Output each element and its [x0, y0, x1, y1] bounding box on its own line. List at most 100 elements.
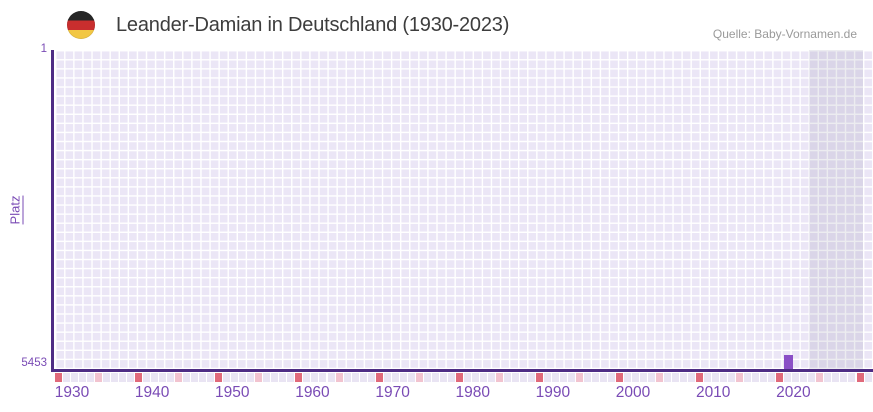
year-tick-cell — [295, 373, 303, 382]
year-tick-cell — [271, 373, 279, 382]
plot-area — [55, 50, 873, 370]
year-tick-cell — [808, 373, 816, 382]
year-tick-cell — [255, 373, 263, 382]
year-tick-cell — [439, 373, 447, 382]
year-tick-cell — [575, 373, 583, 382]
year-tick-cell — [359, 373, 367, 382]
year-tick-cell — [95, 373, 103, 382]
x-axis-label: 1960 — [295, 384, 330, 401]
x-axis-label: 1970 — [375, 384, 410, 401]
year-tick-cell — [680, 373, 688, 382]
year-tick-cell — [487, 373, 495, 382]
year-tick-cell — [583, 373, 591, 382]
year-tick-cell — [239, 373, 247, 382]
year-tick-cell — [431, 373, 439, 382]
year-tick-cell — [367, 373, 375, 382]
year-tick-cell — [279, 373, 287, 382]
year-tick-cell — [832, 373, 840, 382]
year-tick-cell — [744, 373, 752, 382]
chart-title: Leander-Damian in Deutschland (1930-2023… — [116, 14, 510, 36]
year-tick-cell — [800, 373, 808, 382]
year-tick-cell — [343, 373, 351, 382]
x-axis-label: 2000 — [615, 384, 651, 401]
year-tick-cell — [319, 373, 327, 382]
year-tick-cell — [183, 373, 191, 382]
year-tick-cell — [624, 373, 632, 382]
year-tick-cell — [760, 373, 768, 382]
year-tick-cell — [567, 373, 575, 382]
year-tick-cell — [287, 373, 295, 382]
year-tick-cell — [848, 373, 856, 382]
year-tick-cell — [559, 373, 567, 382]
x-axis-label: 1950 — [215, 384, 250, 401]
year-tick-cell — [712, 373, 720, 382]
year-tick-cell — [111, 373, 119, 382]
year-tick-cell — [752, 373, 760, 382]
year-tick-cell — [327, 373, 335, 382]
year-tick-cell — [303, 373, 311, 382]
y-axis-label: Platz — [7, 195, 23, 225]
year-tick-cell — [784, 373, 792, 382]
year-tick-cell — [720, 373, 728, 382]
year-tick-cell — [696, 373, 704, 382]
rank-bar[interactable] — [784, 355, 793, 369]
year-tick-cell — [688, 373, 696, 382]
year-tick-cell — [223, 373, 231, 382]
year-tick-cell — [856, 373, 864, 382]
year-tick-cell — [672, 373, 680, 382]
year-tick-cell — [656, 373, 664, 382]
year-tick-cell — [511, 373, 519, 382]
x-axis-label: 1940 — [134, 384, 170, 401]
year-tick-cell — [383, 373, 391, 382]
year-tick-cell — [728, 373, 736, 382]
year-tick-cell — [792, 373, 800, 382]
y-axis-tick-best: 1 — [40, 43, 47, 55]
year-tick-cell — [503, 373, 511, 382]
year-tick-cell — [175, 373, 183, 382]
german-flag-icon — [67, 11, 95, 39]
year-tick-cell — [648, 373, 656, 382]
year-tick-cell — [479, 373, 487, 382]
year-tick-cell — [543, 373, 551, 382]
source-attribution: Quelle: Baby-Vornamen.de — [712, 27, 857, 41]
year-tick-cell — [63, 373, 70, 382]
year-tick-cell — [159, 373, 167, 382]
y-axis-line — [51, 50, 54, 372]
year-tick-cell — [471, 373, 479, 382]
year-tick-cell — [776, 373, 784, 382]
year-tick-cell — [551, 373, 559, 382]
year-tick-cell — [495, 373, 503, 382]
year-tick-cell — [463, 373, 471, 382]
year-tick-cell — [415, 373, 423, 382]
future-years-shaded-region — [809, 50, 863, 370]
year-tick-cell — [455, 373, 463, 382]
year-tick-cell — [704, 373, 712, 382]
year-tick-cell — [824, 373, 832, 382]
year-tick-cell — [151, 373, 159, 382]
year-tick-cell — [263, 373, 271, 382]
year-tick-cell — [79, 373, 87, 382]
year-tick-cell — [119, 373, 127, 382]
year-tick-cell — [447, 373, 455, 382]
year-tick-cell — [207, 373, 215, 382]
year-tick-cell — [335, 373, 343, 382]
year-tick-cell — [407, 373, 415, 382]
year-tick-cell — [616, 373, 624, 382]
year-tick-cell — [191, 373, 199, 382]
x-axis-label: 1990 — [535, 384, 571, 401]
year-tick-cell — [127, 373, 135, 382]
year-tick-cell — [71, 373, 79, 382]
year-tick-cell — [135, 373, 143, 382]
year-tick-cell — [311, 373, 319, 382]
x-axis-label: 1980 — [455, 384, 490, 401]
x-axis-label: 2020 — [776, 384, 811, 401]
year-tick-cell — [527, 373, 535, 382]
year-tick-cell — [143, 373, 151, 382]
year-tick-strip — [55, 373, 873, 382]
x-axis-labels: 1930 1940 1950 1960 1970 1980 1990 2000 2010 2020 — [55, 384, 873, 404]
year-tick-cell — [247, 373, 255, 382]
year-tick-cell — [592, 373, 599, 382]
year-tick-cell — [103, 373, 111, 382]
year-tick-cell — [840, 373, 848, 382]
